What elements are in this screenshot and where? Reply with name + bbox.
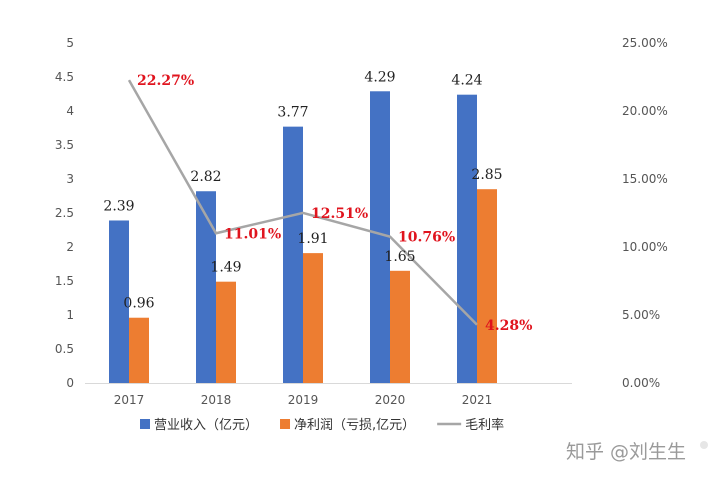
legend-label: 营业收入（亿元） <box>154 418 258 433</box>
revenue-bar <box>370 91 390 383</box>
legend: 营业收入（亿元） 净利润（亏损,亿元） 毛利率 <box>140 417 504 433</box>
margin-line <box>127 79 478 326</box>
net-profit-value-label: 1.65 <box>384 249 415 265</box>
watermark: 知乎 @刘生生 <box>566 441 708 463</box>
net-profit-bar <box>477 189 497 383</box>
bars <box>109 91 497 384</box>
net-profit-bar <box>390 270 410 383</box>
x-axis: 2017 2018 2019 2020 2021 <box>85 383 572 407</box>
margin-value-label: 11.01% <box>224 226 281 242</box>
y-tick-label: 0 <box>66 376 74 390</box>
margin-line-path <box>127 79 478 326</box>
left-axis: 0 0.5 1 1.5 2 2.5 3 3.5 4 4.5 5 <box>55 36 74 390</box>
legend-label: 毛利率 <box>465 417 504 433</box>
revenue-bar <box>283 126 303 383</box>
y-tick-label: 0.5 <box>55 342 74 356</box>
y2-tick-label: 15.00% <box>622 172 668 186</box>
net-profit-bar <box>216 281 236 383</box>
y-tick-label: 4.5 <box>55 70 74 84</box>
revenue-value-label: 4.29 <box>364 69 395 85</box>
watermark-text: 知乎 @刘生生 <box>566 441 686 463</box>
net-profit-value-label: 2.85 <box>471 167 502 183</box>
y-tick-label: 2.5 <box>55 206 74 220</box>
y-tick-label: 3.5 <box>55 138 74 152</box>
revenue-value-label: 4.24 <box>451 73 482 89</box>
y-tick-label: 5 <box>66 36 74 50</box>
x-tick-label: 2018 <box>201 393 232 407</box>
legend-swatch <box>140 419 150 429</box>
y-tick-label: 4 <box>66 104 74 118</box>
y-tick-label: 3 <box>66 172 74 186</box>
revenue-bar <box>109 220 129 383</box>
net-profit-bar <box>303 253 323 383</box>
revenue-value-label: 3.77 <box>277 105 308 121</box>
margin-value-label: 12.51% <box>311 206 368 222</box>
y2-tick-label: 10.00% <box>622 240 668 254</box>
y2-tick-label: 25.00% <box>622 36 668 50</box>
y2-tick-label: 0.00% <box>622 376 660 390</box>
x-tick-label: 2017 <box>114 393 145 407</box>
right-axis: 0.00% 5.00% 10.00% 15.00% 20.00% 25.00% <box>622 36 668 390</box>
y-tick-label: 1 <box>66 308 74 322</box>
net-profit-value-label: 0.96 <box>123 296 154 312</box>
net-profit-bar <box>129 317 149 383</box>
x-tick-label: 2021 <box>462 393 493 407</box>
legend-label: 净利润（亏损,亿元） <box>294 418 415 433</box>
revenue-value-label: 2.82 <box>190 169 221 185</box>
margin-value-label: 10.76% <box>398 230 455 246</box>
net-profit-value-label: 1.49 <box>210 260 241 276</box>
margin-value-label: 22.27% <box>137 73 194 89</box>
y-tick-label: 2 <box>66 240 74 254</box>
margin-value-label: 4.28% <box>485 318 532 334</box>
y-tick-label: 1.5 <box>55 274 74 288</box>
x-tick-label: 2020 <box>375 393 406 407</box>
legend-swatch <box>280 419 291 429</box>
x-tick-label: 2019 <box>288 393 319 407</box>
revenue-value-label: 2.39 <box>103 198 134 214</box>
data-labels: 2.39 2.82 3.77 4.29 4.24 0.96 1.49 1.91 1.65 2.85… <box>103 69 532 334</box>
y2-tick-label: 5.00% <box>622 308 660 322</box>
revenue-bar <box>196 191 216 383</box>
net-profit-value-label: 1.91 <box>297 231 328 247</box>
watermark-dot <box>700 441 708 449</box>
y2-tick-label: 20.00% <box>622 104 668 118</box>
revenue-bar <box>457 94 477 384</box>
